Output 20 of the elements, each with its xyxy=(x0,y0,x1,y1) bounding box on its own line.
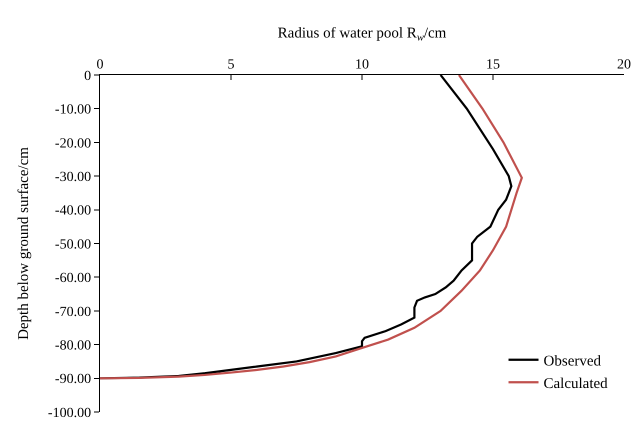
y-tick-label: -80.00 xyxy=(54,338,92,354)
y-tick-label: -90.00 xyxy=(54,372,92,388)
x-axis-title: Radius of water pool R$_{w}$/cm xyxy=(278,26,447,44)
y-tick-label: -60.00 xyxy=(54,271,92,286)
y-tick-label: 0 xyxy=(84,68,92,84)
y-tick-label: -40.00 xyxy=(54,204,92,219)
x-tick-label: 5 xyxy=(228,57,234,72)
x-tick-label: 10 xyxy=(355,57,369,72)
y-tick-label: -20.00 xyxy=(54,136,92,152)
x-tick-label: 0 xyxy=(96,57,104,72)
legend-label: Calculated xyxy=(544,376,608,392)
y-axis-title: Depth below ground surface/cm xyxy=(16,146,32,340)
legend-label: Observed xyxy=(544,354,602,370)
x-tick-label: 20 xyxy=(617,57,631,72)
x-tick-label: 15 xyxy=(486,57,500,72)
y-tick-label: -30.00 xyxy=(54,170,92,185)
y-tick-label: -10.00 xyxy=(54,102,92,118)
y-tick-label: -70.00 xyxy=(54,304,92,320)
y-tick-label: -100.00 xyxy=(48,406,92,421)
y-tick-label: -50.00 xyxy=(54,237,92,252)
